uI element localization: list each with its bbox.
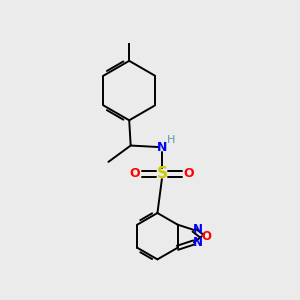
Text: N: N (193, 236, 203, 249)
Text: N: N (157, 140, 167, 154)
Text: N: N (193, 224, 203, 236)
Text: S: S (156, 166, 167, 181)
Text: O: O (201, 230, 211, 243)
Text: O: O (183, 167, 194, 180)
Text: O: O (130, 167, 140, 180)
Text: H: H (167, 136, 176, 146)
